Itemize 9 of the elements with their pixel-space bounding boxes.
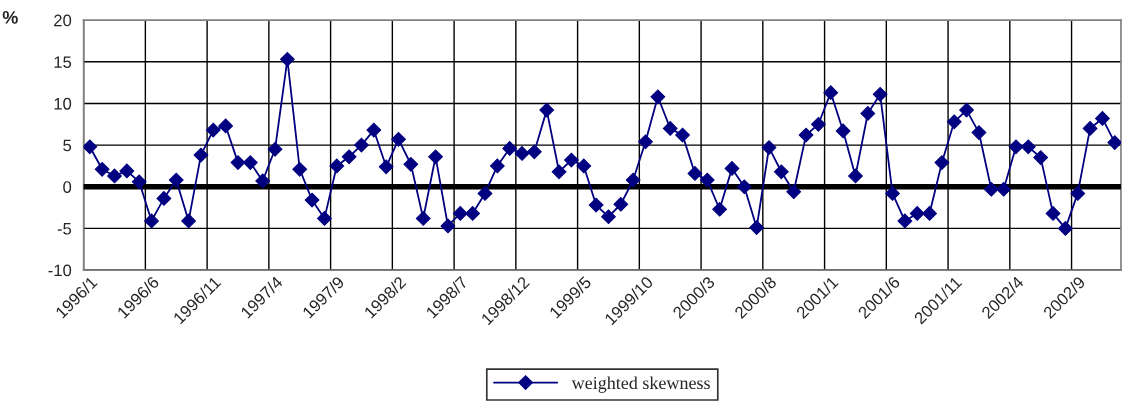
y-tick-label: -10: [48, 264, 72, 277]
y-tick-label: -5: [57, 222, 72, 235]
y-tick-label: 5: [63, 139, 72, 152]
legend-label: weighted skewness: [571, 376, 710, 393]
y-tick-label: 20: [54, 14, 72, 27]
y-axis-title: %: [2, 11, 18, 24]
y-tick-label: 10: [54, 97, 72, 110]
y-tick-label: 0: [63, 181, 72, 193]
y-tick-label: 15: [54, 56, 72, 69]
